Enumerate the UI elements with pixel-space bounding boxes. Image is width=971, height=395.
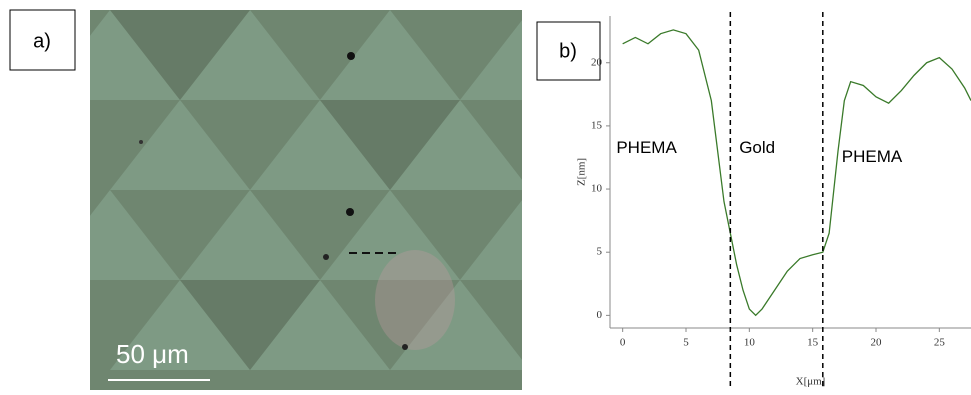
panel-label: b) [559,40,577,62]
profile-line [622,29,971,317]
y-axis-label: Z[nm] [576,158,588,186]
annotation: PHEMA [616,138,677,157]
x-tick-label: 15 [807,337,819,349]
panel-label-box [536,21,601,81]
micrograph: 50 μm [90,10,522,390]
y-tick-label: 15 [591,119,603,131]
panel-label: a) [33,30,51,52]
x-tick-label: 25 [934,337,946,349]
y-tick-label: 5 [597,246,603,258]
scale-bar-label: 50 μm [116,339,189,369]
y-tick-label: 20 [591,56,603,68]
y-tick-label: 0 [597,309,603,321]
annotation: Gold [739,138,775,157]
x-axis-label: X[μm] [796,376,826,388]
panel-label-box [9,9,76,71]
y-tick-label: 10 [591,183,603,195]
profile-chart: 0 5 10 15 20 0 5 10 15 20 25 X[μm] Z[nm] PHEMA Gold PHE… [576,12,971,388]
x-tick-label: 10 [744,337,756,349]
x-tick-label: 0 [620,337,626,349]
x-tick-label: 5 [683,337,689,349]
x-tick-label: 20 [871,337,883,349]
annotation: PHEMA [842,147,903,166]
